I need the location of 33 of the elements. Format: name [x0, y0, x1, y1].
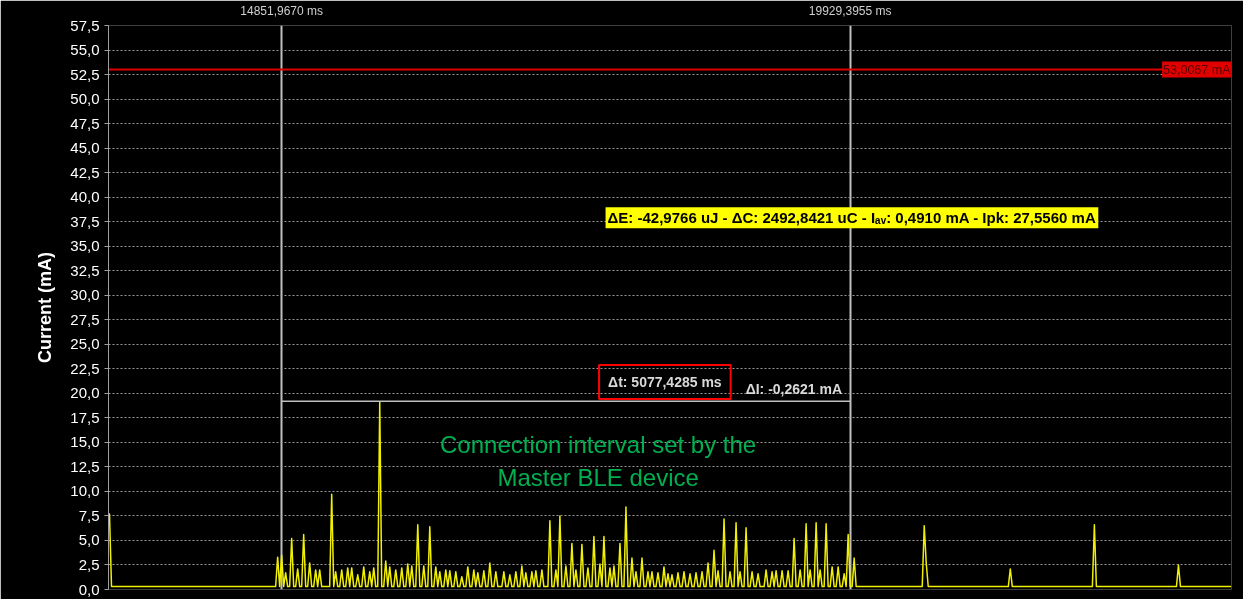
annotation: Δt: 5077,4285 ms: [608, 374, 722, 391]
annotation: ΔI: -0,2621 mA: [745, 381, 843, 398]
y-tick-label: 10,0: [70, 482, 100, 500]
y-tick-label: 30,0: [70, 286, 100, 304]
y-tick-label: 22,5: [70, 359, 100, 377]
y-tick-label: 40,0: [70, 188, 100, 206]
y-tick-label: 35,0: [70, 237, 100, 255]
y-tick-label: 2,5: [78, 555, 100, 573]
y-tick-label: 27,5: [70, 310, 100, 328]
ref-line-label: 53,0067 mA: [1163, 62, 1232, 77]
y-tick-label: 45,0: [70, 139, 100, 157]
y-tick-label: 42,5: [70, 163, 100, 181]
y-tick-label: 15,0: [70, 433, 100, 451]
y-tick-label: 5,0: [78, 531, 100, 549]
y-tick-label: 55,0: [70, 41, 100, 59]
line-series: [108, 401, 1232, 588]
y-tick-label: 50,0: [70, 90, 100, 108]
y-tick-label: 57,5: [70, 16, 100, 34]
annotation: Connection interval set by the Master BLE device: [440, 431, 757, 491]
x-tick-label: 14851,9670 ms: [240, 3, 324, 18]
y-tick-label: 47,5: [70, 114, 100, 132]
y-tick-label: 17,5: [70, 408, 100, 426]
y-tick-label: 25,0: [70, 335, 100, 353]
y-tick-label: 20,0: [70, 384, 100, 402]
y-tick-label: 12,5: [70, 457, 100, 475]
y-tick-label: 37,5: [70, 212, 100, 230]
x-tick-label: 19929,3955 ms: [808, 3, 892, 18]
y-tick-label: 7,5: [78, 506, 100, 524]
y-tick-label: 52,5: [70, 65, 100, 83]
y-axis-title: Current (mA): [35, 252, 56, 363]
y-tick-label: 0,0: [78, 580, 100, 598]
annotation: ΔE: -42,9766 uJ - ΔC: 2492,8421 uC - Iₐᵥ: 0,4910 mA - Ipk: 27,5560 mA: [607, 209, 1096, 227]
y-tick-label: 32,5: [70, 261, 100, 279]
